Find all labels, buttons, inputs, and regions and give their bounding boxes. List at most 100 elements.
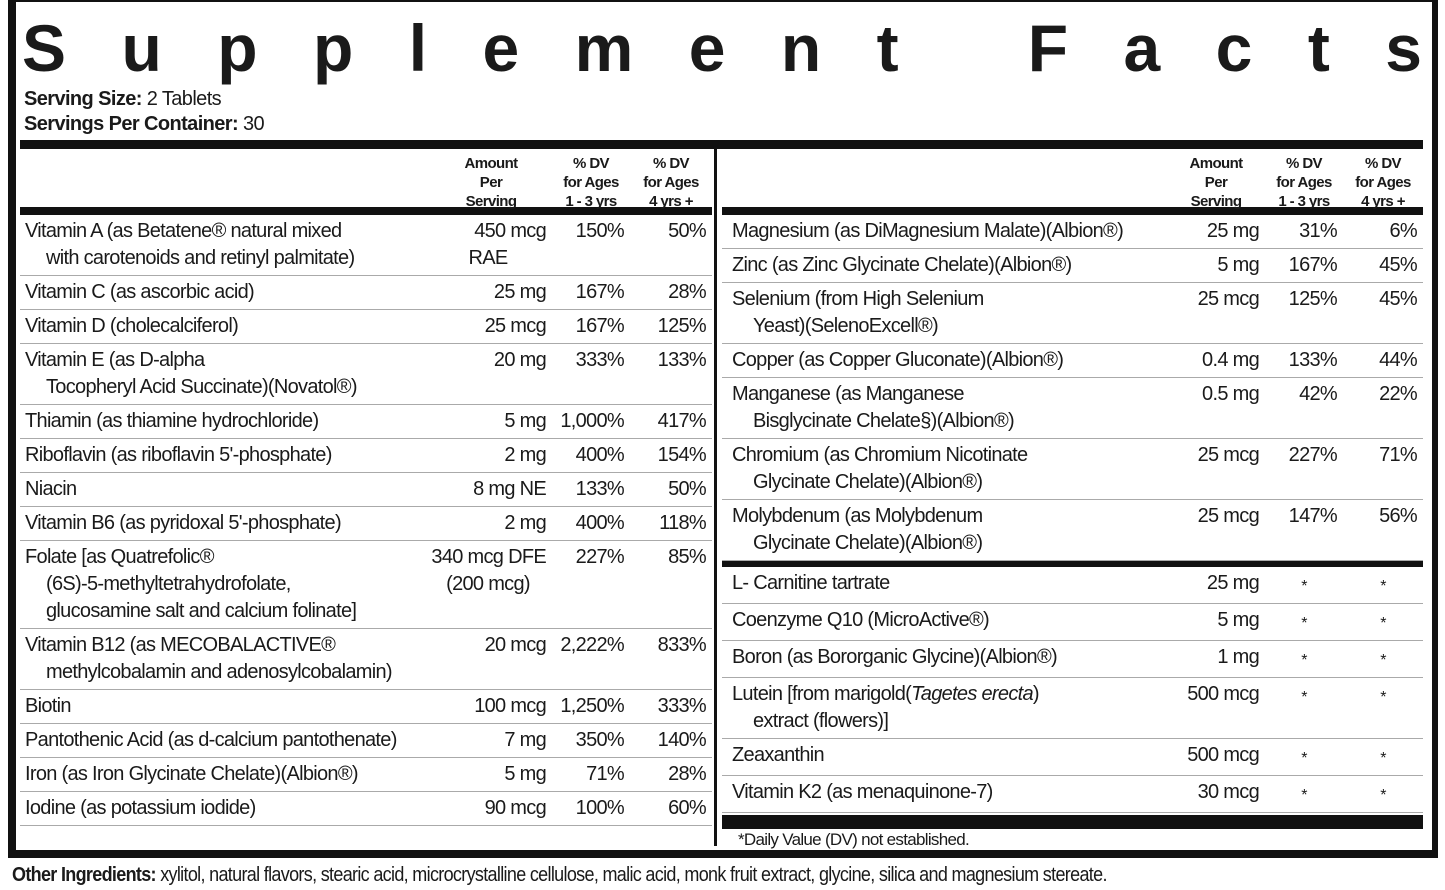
amount-per-serving: 1 mg	[1167, 644, 1265, 674]
daily-value-dv2: 333%	[657, 695, 707, 717]
amount-per-serving: 5 mg	[1167, 607, 1265, 637]
nutrient-name: glucosamine salt and calcium folinate]	[25, 598, 430, 625]
header-dv1: % DV for Ages 1 - 3 yrs	[1265, 149, 1343, 211]
nutrient-name: Bisglycinate Chelate§)(Albion®)	[732, 408, 1167, 435]
amount-value: 25 mcg	[1197, 444, 1260, 466]
amount-per-serving: 5 mg	[1167, 252, 1265, 279]
nutrient-name-text: Manganese (as Manganese	[732, 383, 965, 405]
nutrient-name: Chromium (as Chromium Nicotinate	[732, 442, 1167, 469]
nutrient-row: Vitamin D (cholecalciferol) 25 mcg 167% 125…	[20, 310, 712, 344]
nutrient-name: extract (flowers)]	[732, 708, 1167, 735]
daily-value-dv2: 50%	[668, 220, 707, 242]
amount-value: 100 mcg	[474, 695, 547, 717]
nutrient-name: L- Carnitine tartrate	[732, 570, 1167, 597]
nutrient-name: Zinc (as Zinc Glycinate Chelate)(Albion®…	[732, 252, 1167, 279]
daily-value-dv2: *	[1380, 689, 1386, 706]
amount-per-serving: 30 mcg	[1167, 779, 1265, 809]
nutrient-row: Vitamin K2 (as menaquinone-7) 30 mcg * *	[722, 776, 1423, 813]
daily-value-dv1: *	[1301, 652, 1307, 669]
daily-value-dv1: 147%	[1288, 505, 1338, 527]
nutrient-name: methylcobalamin and adenosylcobalamin)	[25, 659, 430, 686]
nutrient-row: Vitamin C (as ascorbic acid) 25 mg 167% 28%	[20, 276, 712, 310]
nutrient-row: Copper (as Copper Gluconate)(Albion®) 0.4…	[722, 344, 1423, 378]
nutrient-name-text: Tocopheryl Acid Succinate)(Novatol®)	[46, 376, 357, 398]
amount-value: 1 mg	[1217, 646, 1259, 668]
nutrient-row: Lutein [from marigold(Tagetes erecta) ext…	[722, 678, 1423, 739]
daily-value-dv2: *	[1380, 787, 1386, 804]
header-line: 4 yrs +	[649, 193, 693, 210]
nutrient-name-text: Zinc (as Zinc Glycinate Chelate)(Albion®…	[732, 254, 1072, 276]
daily-value-dv1: 350%	[575, 729, 625, 751]
nutrient-name-text: Copper (as Copper Gluconate)(Albion®)	[732, 349, 1064, 371]
title-letter: c	[1215, 11, 1253, 85]
nutrient-name: Niacin	[25, 476, 430, 503]
servings-per-container: Servings Per Container: 30	[24, 113, 265, 135]
amount-value: 5 mg	[504, 410, 546, 432]
daily-value-dv2: 85%	[668, 546, 707, 568]
nutrient-name-cell: Vitamin D (cholecalciferol)	[20, 313, 430, 340]
nutrient-name-cell: Zeaxanthin	[727, 742, 1167, 772]
nutrient-row: Thiamin (as thiamine hydrochloride) 5 mg 1…	[20, 405, 712, 439]
nutrient-name-cell: Vitamin B6 (as pyridoxal 5'-phosphate)	[20, 510, 430, 537]
nutrient-name-cell: Zinc (as Zinc Glycinate Chelate)(Albion®…	[727, 252, 1167, 279]
nutrient-name-text: Selenium (from High Selenium	[732, 288, 984, 310]
daily-value-dv1: *	[1301, 750, 1307, 767]
daily-value-dv1: 333%	[575, 349, 625, 371]
header-line: Amount	[1189, 155, 1243, 172]
nutrient-name-italic: Tagetes erecta	[911, 683, 1033, 705]
daily-value-dv2: *	[1380, 750, 1386, 767]
nutrient-name: Copper (as Copper Gluconate)(Albion®)	[732, 347, 1167, 374]
nutrient-name: Iodine (as potassium iodide)	[25, 795, 430, 822]
title-letter: s	[1385, 11, 1422, 85]
nutrient-row: Boron (as Bororganic Glycine)(Albion®) 1 …	[722, 641, 1423, 678]
amount-per-serving: 25 mcg	[1167, 503, 1265, 557]
daily-value-dv2: 118%	[659, 512, 707, 534]
amount-per-serving: 0.5 mg	[1167, 381, 1265, 435]
daily-value-dv1: 227%	[1288, 444, 1338, 466]
daily-value-dv2: *	[1380, 578, 1386, 595]
title-letter: p	[217, 11, 258, 85]
nutrient-name-text: Lutein [from marigold(	[732, 683, 912, 705]
amount-per-serving: 25 mcg	[430, 313, 552, 340]
nutrient-name: Vitamin D (cholecalciferol)	[25, 313, 430, 340]
nutrient-row: Magnesium (as DiMagnesium Malate)(Albion…	[722, 215, 1423, 249]
column-header: Amount Per Serving% DV for Ages 1 - 3 yrs% D…	[722, 149, 1423, 215]
nutrient-name: Folate [as Quatrefolic®	[25, 544, 430, 571]
nutrient-name-text: Iron (as Iron Glycinate Chelate)(Albion®…	[25, 763, 359, 785]
amount-per-serving: 500 mcg	[1167, 742, 1265, 772]
amount-value: 0.5 mg	[1202, 383, 1260, 405]
amount-per-serving: 2 mg	[430, 442, 552, 469]
header-line: Per	[479, 174, 503, 191]
other-ingredients: Other Ingredients: xylitol, natural flav…	[12, 864, 1107, 886]
header-line: Amount	[464, 155, 518, 172]
amount-value: 90 mcg	[484, 797, 547, 819]
nutrient-name-text: Chromium (as Chromium Nicotinate	[732, 444, 1028, 466]
daily-value-dv2: 56%	[1379, 505, 1418, 527]
amount-value: 25 mcg	[1197, 505, 1260, 527]
amount-value: 5 mg	[1217, 609, 1259, 631]
nutrient-name-text: Thiamin (as thiamine hydrochloride)	[25, 410, 319, 432]
nutrient-name: Yeast)(SelenoExcell®)	[732, 313, 1167, 340]
amount-value: 0.4 mg	[1202, 349, 1260, 371]
title-letter: t	[876, 11, 899, 85]
amount-value: 25 mg	[1206, 572, 1260, 594]
daily-value-dv1: *	[1301, 689, 1307, 706]
daily-value-dv1: 167%	[575, 281, 625, 303]
serving-size: Serving Size: 2 Tablets	[24, 88, 222, 110]
amount-per-serving: 100 mcg	[430, 693, 552, 720]
daily-value-dv2: 44%	[1379, 349, 1418, 371]
nutrient-name-cell: Selenium (from High Selenium Yeast)(Selen…	[727, 286, 1167, 340]
nutrient-name: Vitamin B12 (as MECOBALACTIVE®	[25, 632, 430, 659]
daily-value-dv1: 167%	[575, 315, 625, 337]
title-letter: S	[22, 11, 67, 85]
nutrient-name-text: Coenzyme Q10 (MicroActive®)	[732, 609, 990, 631]
daily-value-dv1: 31%	[1299, 220, 1338, 242]
daily-value-dv2: 28%	[668, 281, 707, 303]
nutrient-name-text: Vitamin E (as D-alpha	[25, 349, 205, 371]
nutrient-name-cell: Iron (as Iron Glycinate Chelate)(Albion®…	[20, 761, 430, 788]
nutrient-name-text: Yeast)(SelenoExcell®)	[753, 315, 939, 337]
nutrient-name: Riboflavin (as riboflavin 5'-phosphate)	[25, 442, 430, 469]
amount-value: 340 mcg DFE	[431, 546, 546, 568]
nutrient-name-cell: Niacin	[20, 476, 430, 503]
